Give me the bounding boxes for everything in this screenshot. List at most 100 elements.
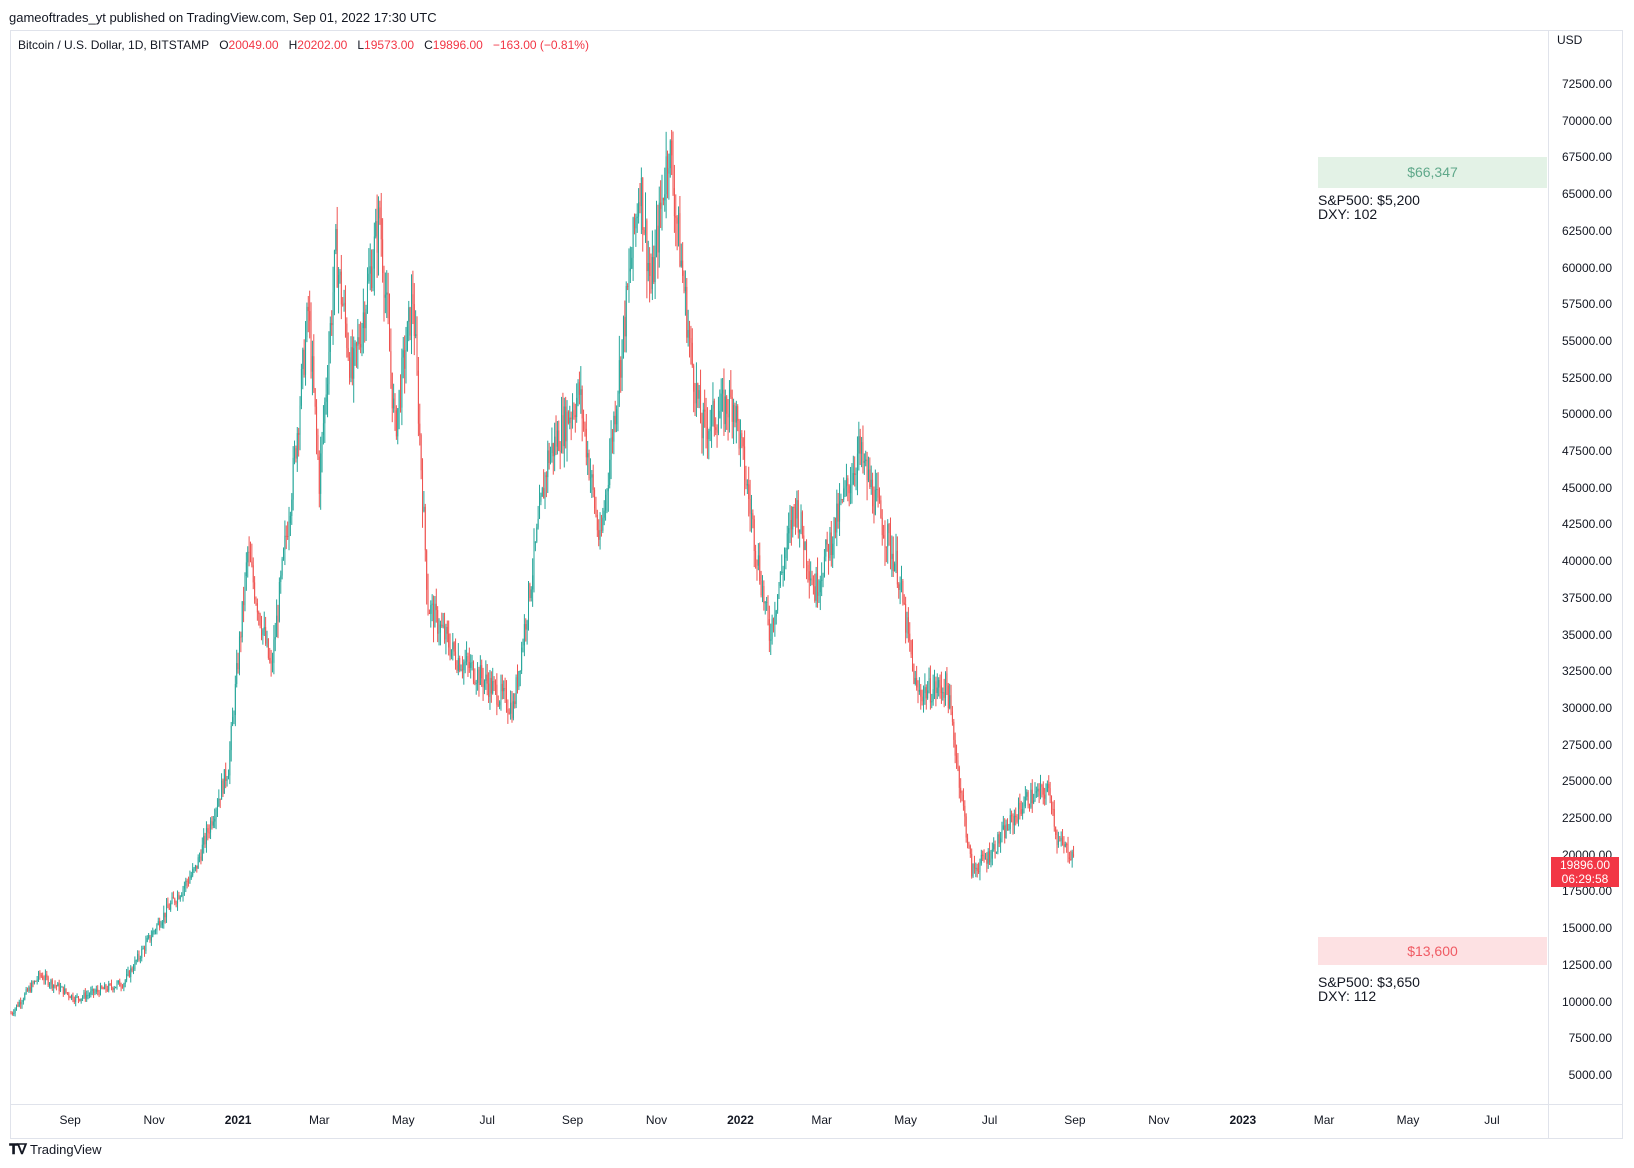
candle-body <box>896 550 898 585</box>
candle-body <box>862 442 864 463</box>
candle-body <box>667 156 669 174</box>
candle-body <box>501 683 503 692</box>
candle-body <box>66 992 68 994</box>
candle-body <box>556 430 558 447</box>
candle-body <box>366 281 368 309</box>
candle-body <box>807 565 809 572</box>
candle-body <box>318 456 320 494</box>
candle-body <box>539 501 541 519</box>
candle-body <box>452 642 454 650</box>
price-tick-label: 15000.00 <box>1561 921 1612 936</box>
candle-body <box>1000 838 1002 844</box>
candle-body <box>766 601 768 603</box>
candle-body <box>523 624 525 646</box>
candle-body <box>1049 788 1051 796</box>
upper-target-zone: $66,347 <box>1318 157 1547 188</box>
candle-body <box>863 461 865 463</box>
candle-body <box>226 779 228 781</box>
candle-body <box>850 485 852 494</box>
candle-body <box>354 343 356 349</box>
candle-body <box>46 974 48 978</box>
candle-body <box>313 356 315 389</box>
candle-body <box>749 498 751 514</box>
candle-body <box>839 501 841 522</box>
candle-body <box>812 584 814 587</box>
candle-body <box>609 459 611 486</box>
candle-body <box>190 875 192 878</box>
candle-body <box>376 221 378 253</box>
candle-body <box>694 391 696 404</box>
candle-body <box>530 589 532 599</box>
candle-body <box>161 922 163 926</box>
candle-body <box>412 294 414 305</box>
candle-body <box>79 998 81 1001</box>
price-tick-label: 42500.00 <box>1561 517 1612 532</box>
candle-body <box>266 639 268 644</box>
candle-body <box>288 523 290 537</box>
candle-body <box>300 368 302 406</box>
currency-label[interactable]: USD <box>1557 33 1583 47</box>
price-tick-label: 30000.00 <box>1561 700 1612 715</box>
candle-body <box>711 408 713 427</box>
candle-body <box>273 639 275 663</box>
candle-body <box>163 912 165 923</box>
candle-body <box>997 834 999 853</box>
candle-body <box>238 636 240 670</box>
candle-body <box>947 685 949 709</box>
time-tick-label: Nov <box>1148 1113 1170 1127</box>
candle-body <box>338 275 340 288</box>
candle-body <box>278 581 280 622</box>
candle-body <box>826 539 828 545</box>
candle-body <box>971 853 973 877</box>
candle-body <box>957 760 959 768</box>
candle-body <box>697 383 699 399</box>
candle-body <box>665 156 667 195</box>
lower-note-dxy: DXY: 112 <box>1318 988 1377 1004</box>
candle-body <box>912 654 914 664</box>
candle-body <box>923 693 925 702</box>
candle-body <box>518 671 520 688</box>
candle-body <box>709 426 711 432</box>
candle-body <box>673 188 675 217</box>
candle-body <box>478 669 480 685</box>
candle-body <box>907 617 909 634</box>
candle-body <box>404 350 406 369</box>
candle-body <box>741 433 743 439</box>
candle-body <box>424 506 426 551</box>
candle-body <box>289 515 291 524</box>
footer-brand[interactable]: 𝐓∇ TradingView <box>9 1141 102 1158</box>
candle-body <box>475 682 477 684</box>
close-label: C <box>424 38 433 52</box>
candle-body <box>455 651 457 666</box>
candle-body <box>314 388 316 407</box>
lower-target-zone: $13,600 <box>1318 937 1547 965</box>
time-tick-label: Nov <box>143 1113 165 1127</box>
candle-body <box>844 486 846 489</box>
candle-body <box>364 312 366 329</box>
candle-body <box>291 499 293 516</box>
candle-body <box>528 583 530 621</box>
candle-body <box>878 497 880 501</box>
candle-body <box>979 863 981 872</box>
tradingview-logo-icon: 𝐓∇ <box>9 1141 27 1157</box>
candle-body <box>712 400 714 409</box>
candle-body <box>453 642 455 652</box>
candle-body <box>600 529 602 531</box>
candle-body <box>958 767 960 788</box>
candle-body <box>572 410 574 420</box>
candle-body <box>536 527 538 542</box>
candle-body <box>17 1004 19 1007</box>
candle-body <box>483 680 485 688</box>
candle-body <box>434 603 436 628</box>
candle-body <box>929 678 931 703</box>
candle-body <box>678 213 680 224</box>
low-label: L <box>357 38 365 52</box>
candle-body <box>642 177 644 230</box>
candle-body <box>60 987 62 991</box>
time-tick-label: 2022 <box>727 1113 754 1127</box>
candle-body <box>558 430 560 451</box>
candle-body <box>227 775 229 780</box>
candle-body <box>299 405 301 435</box>
candle-body <box>744 446 746 481</box>
